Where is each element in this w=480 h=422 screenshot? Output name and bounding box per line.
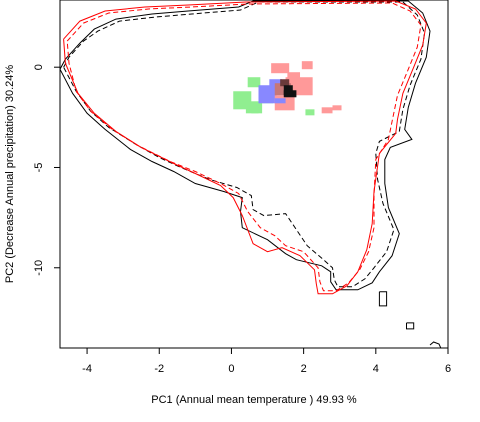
x-tick-label: 4 bbox=[373, 363, 379, 375]
y-axis: 0 -5 -10 bbox=[33, 64, 60, 276]
density-cell bbox=[287, 72, 301, 80]
density-cells bbox=[233, 61, 342, 116]
y-tick-label: 0 bbox=[33, 64, 45, 70]
contour-line-black-solid bbox=[378, 291, 388, 307]
density-cell bbox=[247, 77, 261, 88]
x-tick-label: -4 bbox=[82, 363, 92, 375]
x-axis: -4 -2 0 2 4 6 bbox=[82, 348, 451, 375]
contour-line-red-dashed bbox=[66, 2, 422, 292]
density-cell bbox=[274, 98, 286, 104]
contour-line-black-solid bbox=[60, 0, 431, 291]
density-cell bbox=[332, 105, 342, 111]
contour-line-red-solid bbox=[63, 0, 427, 295]
x-tick-label: 2 bbox=[301, 363, 307, 375]
x-tick-label: -2 bbox=[154, 363, 164, 375]
density-cell bbox=[321, 107, 333, 114]
y-axis-label: PC2 (Decrease Annual precipitation) 30.2… bbox=[4, 65, 16, 284]
density-cell bbox=[251, 107, 259, 114]
density-cell bbox=[301, 61, 313, 70]
y-tick-label: -5 bbox=[33, 163, 45, 173]
x-tick-label: 0 bbox=[228, 363, 234, 375]
x-axis-label: PC1 (Annual mean temperature ) 49.93 % bbox=[151, 394, 357, 406]
contour-line-black-solid bbox=[429, 341, 442, 348]
contour-line-black-solid bbox=[406, 322, 415, 330]
contour-line-black-dashed bbox=[63, 1, 426, 288]
density-cell bbox=[280, 79, 290, 87]
density-cell bbox=[283, 85, 293, 96]
contour-lines bbox=[60, 0, 442, 348]
x-tick-label: 6 bbox=[445, 363, 451, 375]
plot-frame bbox=[59, 0, 449, 349]
density-cell bbox=[258, 85, 277, 104]
density-cell bbox=[305, 109, 315, 116]
y-tick-label: -10 bbox=[33, 260, 45, 276]
density-cell bbox=[271, 63, 290, 74]
